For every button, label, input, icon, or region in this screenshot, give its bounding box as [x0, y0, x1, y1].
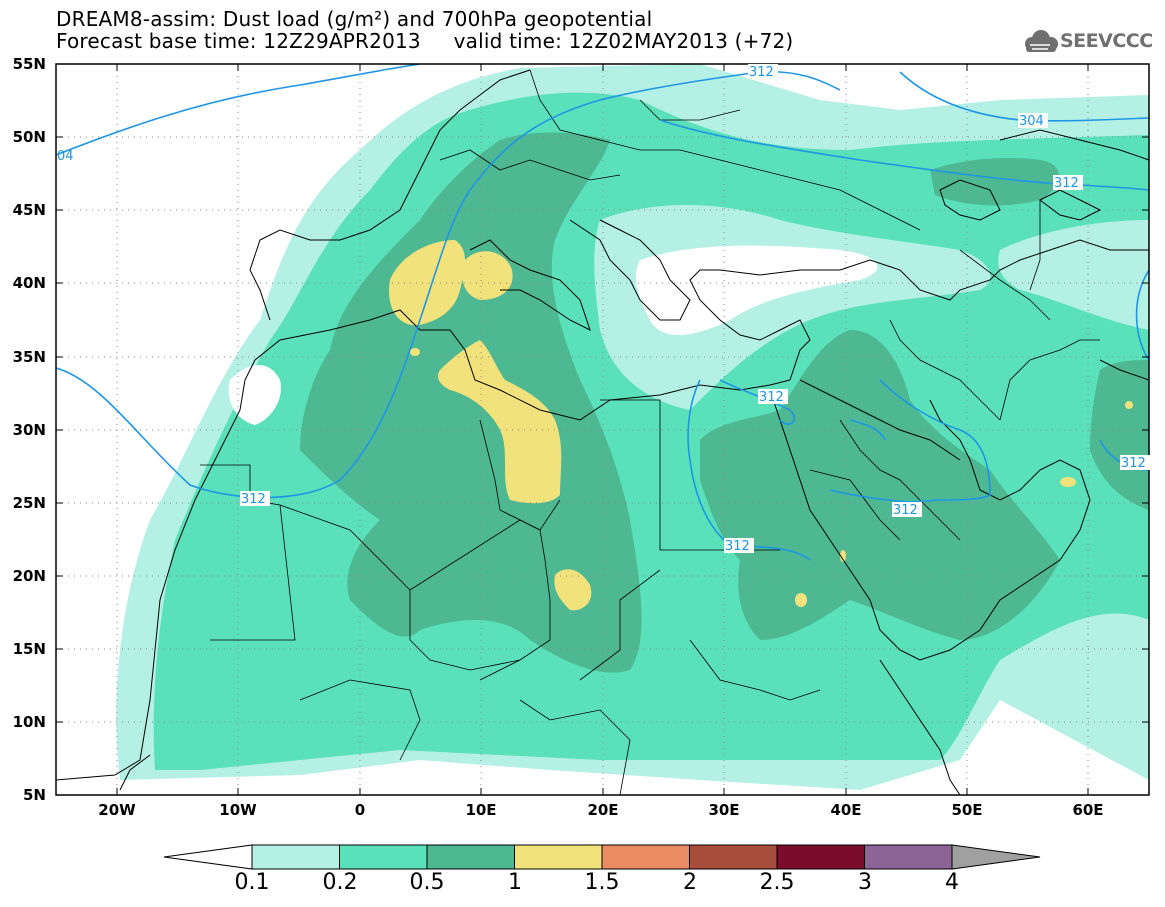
gridlines [56, 64, 1149, 795]
colorbar-arrow-left [163, 844, 253, 870]
axis-ticks [56, 63, 1149, 795]
lat-label: 20N [12, 567, 46, 585]
lon-label: 10W [219, 801, 257, 819]
colorbar-label: 2.5 [759, 870, 795, 895]
contour-labels: 04 312 312 304 312 312 312 312 312 [57, 64, 1150, 554]
lon-label: 10E [465, 801, 497, 819]
contour-label: 312 [749, 65, 774, 80]
lat-label: 40N [12, 274, 46, 292]
lat-label: 55N [12, 55, 46, 73]
contour-label: 312 [893, 503, 918, 518]
lon-label: 40E [830, 801, 862, 819]
contour-label: 304 [1019, 114, 1044, 129]
lat-label: 15N [12, 640, 46, 658]
cloud-icon [1025, 30, 1058, 52]
colorbar-label: 4 [945, 870, 959, 895]
contour-label: 04 [57, 149, 74, 164]
lon-label: 20E [587, 801, 619, 819]
colorbar-label: 0.1 [234, 870, 270, 895]
lon-label: 50E [951, 801, 983, 819]
lat-label: 30N [12, 421, 46, 439]
colorbar-label: 0.5 [409, 870, 445, 895]
colorbar-label: 3 [858, 870, 872, 895]
contour-label: 312 [1121, 456, 1146, 471]
lat-label: 25N [12, 494, 46, 512]
colorbar-label: 1 [508, 870, 522, 895]
lat-label: 35N [12, 348, 46, 366]
lat-label: 5N [23, 786, 46, 804]
contour-label: 312 [725, 539, 750, 554]
lat-label: 10N [12, 713, 46, 731]
colorbar-label: 0.2 [322, 870, 358, 895]
contour-label: 312 [1054, 176, 1079, 191]
lon-label: 60E [1072, 801, 1104, 819]
colorbar-label: 1.5 [584, 870, 620, 895]
colorbar-label: 2 [683, 870, 697, 895]
logo-text: SEEVCCC [1060, 30, 1153, 52]
map-title: DREAM8-assim: Dust load (g/m²) and 700hP… [56, 7, 653, 31]
map-subtitle: Forecast base time: 12Z29APR2013 valid t… [56, 29, 794, 53]
dust-level-0.5 [300, 132, 642, 673]
lon-label: 20W [98, 801, 136, 819]
contour-label: 312 [241, 492, 266, 507]
dust-level-1 [389, 240, 465, 326]
lon-label: 30E [708, 801, 740, 819]
lon-label: 0 [354, 801, 366, 819]
contour-label: 312 [759, 390, 784, 405]
lat-label: 50N [12, 128, 46, 146]
colorbar-arrow-right [951, 844, 1041, 870]
colorbar [163, 844, 1041, 870]
geopotential-contours [56, 64, 1149, 561]
lat-label: 45N [12, 201, 46, 219]
